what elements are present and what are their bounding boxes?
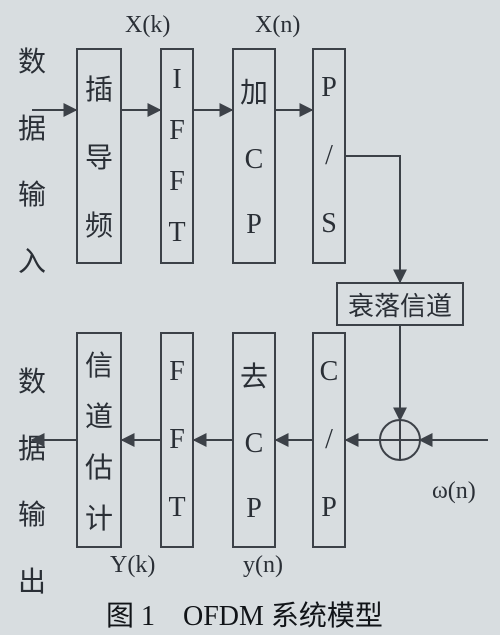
wires	[0, 0, 500, 635]
